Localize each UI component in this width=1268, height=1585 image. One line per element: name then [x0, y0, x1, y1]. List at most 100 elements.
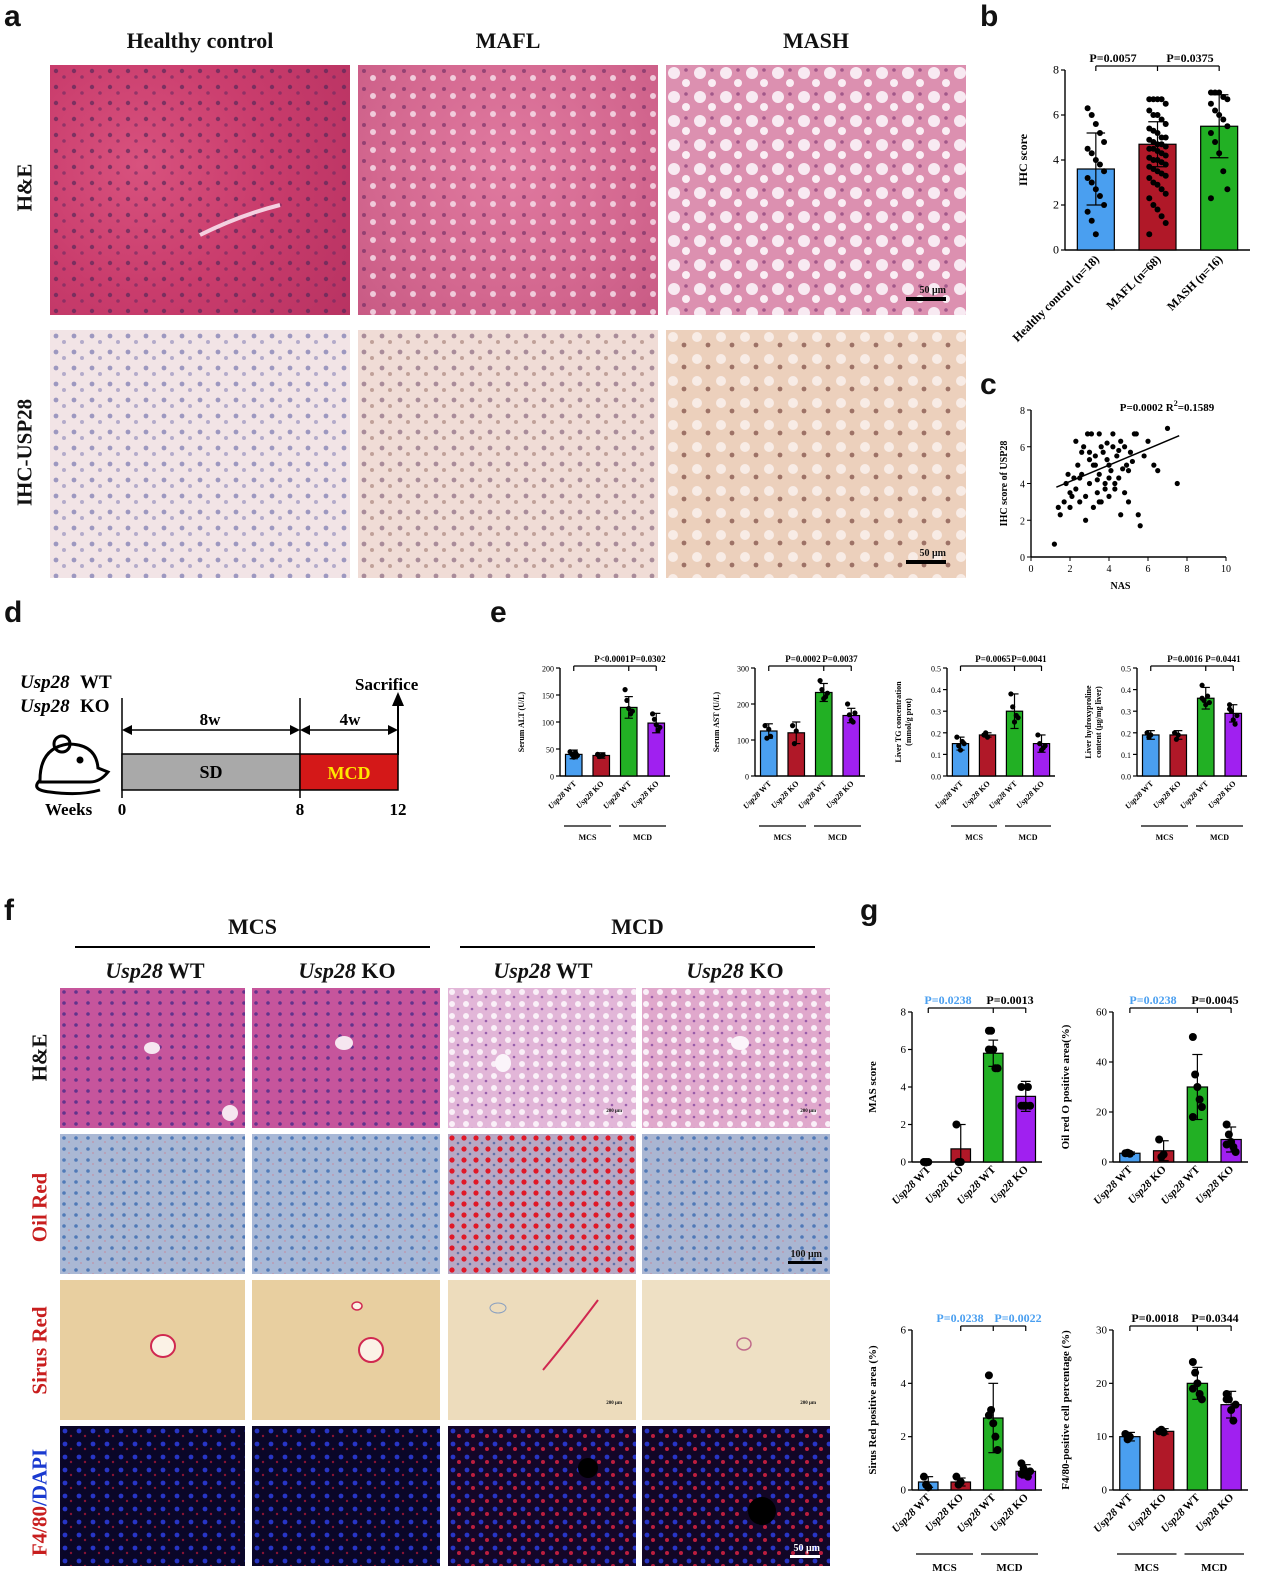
data-point — [1110, 431, 1116, 437]
data-point — [1162, 220, 1169, 226]
scalebar-label: 200 μm — [606, 1109, 622, 1114]
y-tick-label: 0.5 — [931, 665, 941, 674]
data-point — [1125, 499, 1132, 505]
group-label: MCS — [579, 833, 597, 842]
data-point — [1155, 468, 1161, 474]
data-point — [984, 1371, 993, 1380]
data-point — [983, 730, 989, 736]
p-value: P=0.0441 — [1205, 654, 1241, 664]
col-mash: MASH — [783, 28, 849, 53]
f-sirus-mcs-wt — [60, 1280, 245, 1420]
data-point — [762, 723, 768, 729]
y-tick-label: 2 — [1020, 516, 1025, 527]
group-label: MCD — [1210, 833, 1229, 842]
data-point — [1104, 457, 1110, 463]
data-point — [624, 697, 630, 703]
data-point — [1084, 105, 1091, 112]
data-point — [1086, 480, 1093, 487]
data-point — [1094, 490, 1100, 496]
data-point — [1154, 206, 1161, 213]
x-tick-label: Usp28 KO — [1206, 779, 1237, 810]
f-col-2: Usp28 KO — [298, 958, 396, 983]
p-value: P=0.0344 — [1191, 1311, 1238, 1325]
x-tick-label: Usp28 WT — [933, 779, 965, 811]
data-point — [1159, 1428, 1168, 1437]
f-f480-mcs-wt — [60, 1426, 245, 1566]
y-tick-label: 0.0 — [931, 773, 941, 782]
y-tick-label: 2 — [1053, 198, 1059, 212]
data-point — [956, 743, 962, 749]
data-point — [989, 1419, 998, 1428]
y-tick-label: 0 — [1102, 1485, 1108, 1497]
data-point — [1098, 444, 1104, 450]
y-tick-label: 10 — [1096, 1431, 1108, 1443]
y-tick-label: 0.5 — [1121, 665, 1131, 674]
x-tick-label: Healthy control (n=18) — [1010, 252, 1102, 344]
data-point — [622, 687, 628, 693]
y-tick-label: 30 — [1096, 1325, 1108, 1337]
bar — [814, 691, 833, 777]
f-he-mcd-wt: 200 μm — [448, 988, 636, 1128]
data-point — [824, 690, 831, 696]
data-point — [1081, 444, 1087, 450]
y-tick-label: 0.4 — [1121, 686, 1131, 695]
group-label: MCD — [1018, 833, 1037, 842]
scalebar-label: 50 μm — [793, 1543, 821, 1554]
data-point — [1193, 1083, 1202, 1091]
p-value: P=0.0238 — [1129, 993, 1176, 1007]
data-point — [1116, 475, 1122, 481]
d-period2: 4w — [340, 710, 362, 729]
data-point — [1104, 440, 1110, 446]
data-point — [924, 1158, 933, 1166]
data-point — [1101, 202, 1108, 208]
d-period1: 8w — [200, 710, 222, 729]
data-point — [1084, 175, 1091, 181]
data-point — [1065, 471, 1071, 477]
x-tick-label: Usp28 KO — [769, 779, 800, 810]
y-tick-label: 0 — [745, 773, 749, 782]
y-tick-label: 0 — [1053, 243, 1059, 257]
f-group-mcs: MCS — [228, 914, 277, 939]
d-wt-type: WT — [80, 672, 112, 693]
data-point — [1141, 453, 1147, 459]
y-tick-label: 0.0 — [1121, 773, 1131, 782]
data-point — [1207, 89, 1214, 96]
data-point — [1207, 195, 1214, 202]
y-axis-title: Liver hydroxyproline — [1085, 685, 1093, 759]
data-point — [1106, 475, 1112, 481]
data-point — [1158, 186, 1165, 193]
data-point — [1150, 157, 1157, 163]
y-tick-label: 6 — [1053, 108, 1059, 122]
f-group-mcd-line — [460, 946, 815, 948]
data-point — [1037, 741, 1043, 747]
data-point — [766, 726, 772, 732]
data-point — [987, 1026, 996, 1035]
y-tick-label: 8 — [1053, 63, 1059, 77]
tissue-texture — [666, 330, 966, 578]
y-tick-label: 2 — [901, 1431, 907, 1443]
data-point — [1220, 168, 1227, 175]
data-point — [1102, 480, 1108, 487]
y-tick-label: 8 — [901, 1007, 907, 1019]
data-point — [1129, 458, 1135, 465]
d-tick-0: 0 — [118, 800, 127, 819]
data-point — [1222, 1140, 1231, 1149]
y-tick-label: 100 — [737, 737, 749, 746]
data-point — [1207, 100, 1214, 107]
y-tick-label: 100 — [542, 719, 554, 728]
data-point — [1096, 499, 1102, 505]
y-tick-label: 300 — [737, 665, 749, 674]
data-point — [657, 724, 663, 730]
group-label: MCD — [1201, 1562, 1227, 1574]
data-point — [653, 722, 659, 728]
data-point — [1110, 444, 1116, 450]
data-point — [1146, 231, 1153, 238]
data-point — [1092, 157, 1099, 163]
data-point — [952, 1120, 961, 1129]
data-point — [1158, 134, 1165, 141]
data-point — [1122, 444, 1128, 450]
f-sirus-mcd-ko: 200 μm — [642, 1280, 830, 1420]
bar — [1152, 1430, 1175, 1491]
panel-label-d: d — [4, 596, 23, 629]
